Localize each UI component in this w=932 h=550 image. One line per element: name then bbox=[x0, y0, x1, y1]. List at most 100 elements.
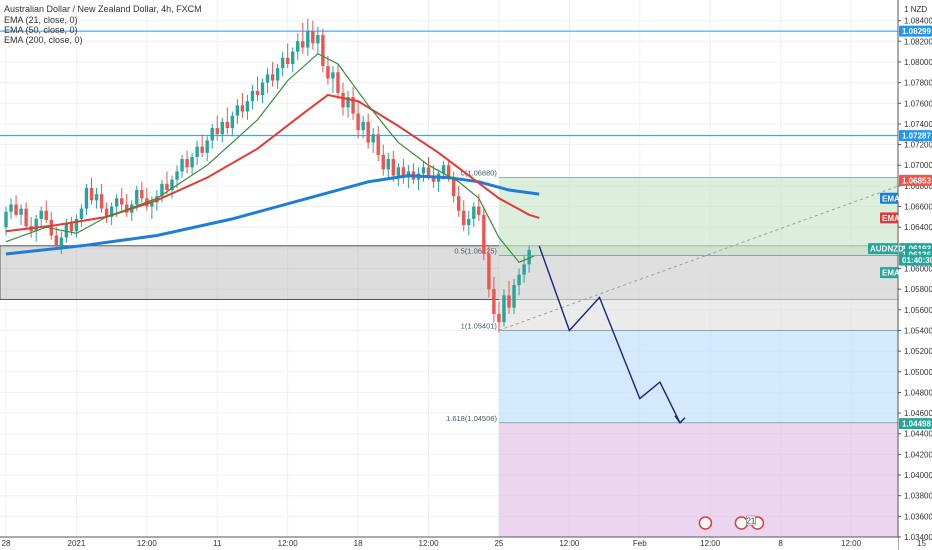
candle-body bbox=[301, 41, 305, 48]
candle-body bbox=[94, 194, 99, 201]
candle-body bbox=[311, 30, 315, 44]
candle-body bbox=[89, 187, 94, 201]
candle-body bbox=[104, 208, 109, 217]
drawings-layer[interactable]: 21 bbox=[498, 177, 922, 530]
ema50-line[interactable] bbox=[5, 93, 540, 233]
chart-title: Australian Dollar / New Zealand Dollar, … bbox=[4, 4, 202, 14]
fib-zone[interactable] bbox=[498, 330, 922, 423]
zones-layer: 0(1.06880) 0.5(1.06125) 1(1.05401) 1.618(1.… bbox=[0, 169, 922, 543]
price-tick-label: 1.06400 bbox=[904, 223, 932, 232]
price-tick-label: 1.05200 bbox=[904, 347, 932, 356]
countdown-label: 01:40:30 bbox=[902, 256, 932, 265]
projection-path[interactable] bbox=[538, 245, 681, 424]
candle-body bbox=[119, 198, 124, 205]
ema200-line[interactable] bbox=[5, 174, 540, 256]
candle-body bbox=[275, 68, 280, 81]
price-tick-label: 1.03800 bbox=[904, 492, 932, 501]
candle-body bbox=[346, 97, 350, 108]
candle-body bbox=[125, 204, 129, 213]
price-tick-label: 1.08000 bbox=[904, 58, 932, 67]
price-tick-label: 1.04600 bbox=[904, 409, 932, 418]
fib-zone[interactable] bbox=[498, 255, 922, 331]
price-tick-label: 1.05800 bbox=[904, 285, 932, 294]
candle-body bbox=[341, 92, 345, 108]
price-tag-bg bbox=[899, 174, 932, 186]
candle-body bbox=[150, 202, 154, 207]
price-tick-label: 1.03600 bbox=[904, 512, 932, 521]
candle-body bbox=[326, 66, 330, 79]
fib-zone[interactable] bbox=[498, 177, 922, 256]
fib-level-label: 0(1.06880) bbox=[461, 169, 498, 178]
candles-layer bbox=[4, 18, 531, 333]
candle-body bbox=[54, 235, 58, 246]
candle-body bbox=[351, 97, 355, 114]
candle-body bbox=[517, 274, 521, 286]
time-tick-label: 15 bbox=[917, 539, 926, 548]
price-tick-label: 1.07600 bbox=[904, 99, 932, 108]
candle-body bbox=[180, 159, 184, 172]
price-tick-label: 1.07200 bbox=[904, 141, 932, 150]
price-tag-label: 1.07287 bbox=[902, 132, 931, 141]
time-tick-label: 12:00 bbox=[419, 539, 440, 548]
candle-body bbox=[185, 159, 189, 168]
candle-body bbox=[235, 105, 240, 116]
time-tick-label: 11 bbox=[213, 539, 222, 548]
price-tick-label: 1.04000 bbox=[904, 471, 932, 480]
fib-level-label: 1.618(1.04506) bbox=[446, 414, 497, 423]
price-tick-label: 1.05000 bbox=[904, 368, 932, 377]
time-axis[interactable]: 28 2021 12:00 11 12:00 18 12:00 25 12:00 Feb 12:00… bbox=[0, 536, 932, 550]
ema50-legend[interactable]: EMA (50, close, 0) bbox=[4, 25, 78, 35]
candle-body bbox=[69, 223, 74, 232]
price-tag-bg bbox=[899, 418, 932, 430]
candle-body bbox=[135, 190, 139, 205]
price-tick-label: 1.07400 bbox=[904, 120, 932, 129]
candle-body bbox=[165, 183, 169, 191]
candle-body bbox=[285, 57, 290, 65]
time-tick-label: 12:00 bbox=[137, 539, 158, 548]
ema200-legend[interactable]: EMA (200, close, 0) bbox=[4, 35, 83, 45]
candle-body bbox=[190, 156, 194, 168]
time-tick-label: 18 bbox=[354, 539, 363, 548]
candle-body bbox=[361, 121, 365, 131]
ema21-line[interactable] bbox=[5, 52, 535, 264]
price-tag-label: 1.06853 bbox=[902, 176, 931, 185]
ema-layer bbox=[5, 52, 540, 264]
candle-body bbox=[215, 128, 219, 135]
time-tick-label: 12:00 bbox=[559, 539, 580, 548]
candle-body bbox=[59, 237, 64, 246]
time-tick-label: 8 bbox=[778, 539, 783, 548]
candle-body bbox=[426, 167, 431, 176]
price-tag-bg bbox=[899, 130, 932, 142]
candle-body bbox=[497, 313, 501, 323]
time-tick-label: 25 bbox=[494, 539, 503, 548]
candle-body bbox=[99, 194, 104, 209]
fib-trend-line[interactable] bbox=[498, 177, 922, 331]
candle-body bbox=[109, 206, 114, 217]
price-tick-label: 1.06000 bbox=[904, 265, 932, 274]
candle-body bbox=[79, 208, 84, 219]
price-tags: 1.082991.072871.068531.061931.061361.044… bbox=[868, 25, 932, 430]
ema21-legend[interactable]: EMA (21, close, 0) bbox=[4, 15, 78, 25]
price-tick-label: 1.06800 bbox=[904, 182, 932, 191]
price-tick-label: 1.03400 bbox=[904, 533, 932, 542]
time-tick-label: 12:00 bbox=[841, 539, 862, 548]
candle-body bbox=[477, 206, 481, 215]
time-tick-label: 2021 bbox=[68, 539, 86, 548]
candle-body bbox=[441, 165, 446, 174]
candle-body bbox=[44, 210, 48, 220]
candle-body bbox=[512, 285, 516, 308]
candle-body bbox=[467, 218, 471, 226]
candle-body bbox=[446, 165, 451, 178]
event-marker-flag[interactable] bbox=[698, 516, 713, 530]
price-tick-label: 1.04800 bbox=[904, 388, 932, 397]
candle-body bbox=[366, 121, 370, 143]
horizontal-levels[interactable] bbox=[0, 30, 898, 137]
candle-body bbox=[336, 72, 340, 93]
candle-body bbox=[391, 159, 396, 176]
candle-body bbox=[255, 90, 260, 96]
price-tick-label: 1.05400 bbox=[904, 326, 932, 335]
price-axis[interactable]: 1.08400 1.08200 1.08000 1.07800 1.07600 1.074… bbox=[897, 0, 932, 550]
event-count-box[interactable] bbox=[746, 515, 756, 526]
candle-body bbox=[386, 159, 390, 170]
